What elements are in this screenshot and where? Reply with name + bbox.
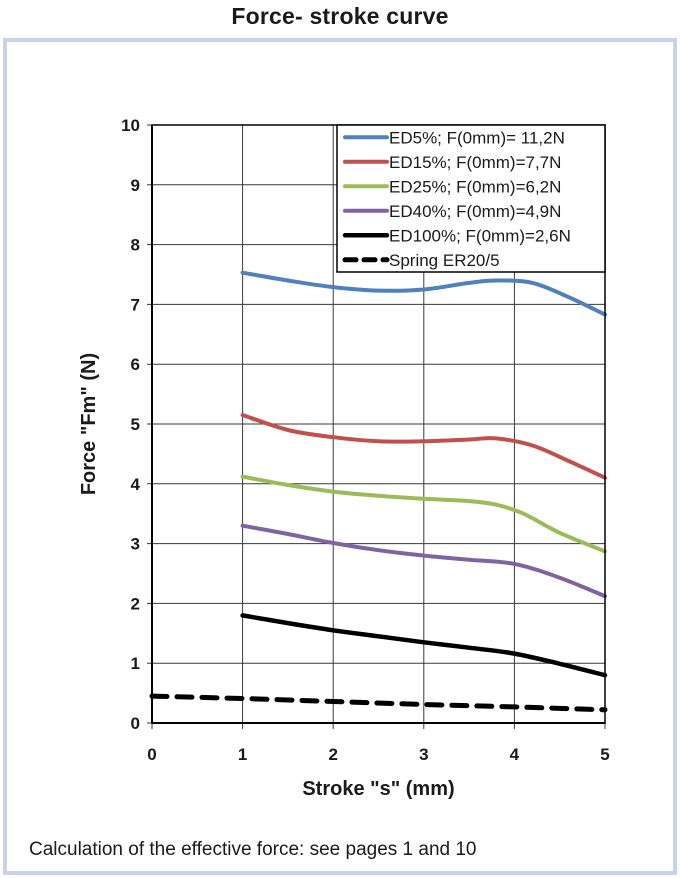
- y-axis-tick-label: 9: [131, 176, 140, 195]
- legend-entry: ED25%; F(0mm)=6,2N: [343, 177, 561, 196]
- legend-label: ED15%; F(0mm)=7,7N: [389, 153, 561, 172]
- y-axis-tick-label: 7: [131, 295, 140, 314]
- legend-entry: ED15%; F(0mm)=7,7N: [343, 153, 561, 172]
- legend-label: ED100%; F(0mm)=2,6N: [389, 226, 571, 245]
- legend-entry: Spring ER20/5: [342, 251, 500, 270]
- chart-title: Force- stroke curve: [231, 3, 449, 29]
- legend-label: ED40%; F(0mm)=4,9N: [389, 202, 561, 221]
- x-axis-tick-label: 4: [510, 745, 520, 764]
- series-line-5: [149, 693, 608, 713]
- legend-label: ED5%; F(0mm)= 11,2N: [389, 128, 565, 147]
- series-line-1: [240, 413, 607, 480]
- x-axis-tick-label: 3: [419, 745, 428, 764]
- y-axis-title: Force "Fm" (N): [78, 353, 100, 495]
- x-axis-tick-label: 0: [147, 745, 156, 764]
- x-axis-tick-label: 1: [238, 745, 247, 764]
- chart-frame: 0 1 2 3 4 5 6 7 8 9 10 0 1 2 3 4 5 Stroke "s" (mm) Force "…: [3, 38, 677, 875]
- legend-entry: ED5%; F(0mm)= 11,2N: [343, 128, 565, 147]
- legend-label: Spring ER20/5: [389, 251, 500, 270]
- legend-entry: ED40%; F(0mm)=4,9N: [343, 202, 561, 221]
- series-line-3: [240, 523, 607, 599]
- y-axis-tick-label: 0: [131, 714, 140, 733]
- series-line-0: [240, 270, 607, 317]
- y-axis-tick-label: 5: [131, 415, 140, 434]
- x-axis-tick-label: 5: [600, 745, 609, 764]
- force-stroke-chart: 0 1 2 3 4 5 6 7 8 9 10 0 1 2 3 4 5 Stroke "s" (mm) Force "…: [78, 116, 610, 800]
- y-axis-tick-label: 4: [131, 475, 141, 494]
- legend-box: [336, 124, 606, 273]
- y-axis-tick-label: 8: [131, 236, 140, 255]
- y-axis-tick-label: 6: [131, 355, 140, 374]
- legend-entry: ED100%; F(0mm)=2,6N: [342, 226, 571, 245]
- legend: ED5%; F(0mm)= 11,2N ED15%; F(0mm)=7,7N ED2…: [336, 124, 606, 273]
- x-axis-title: Stroke "s" (mm): [302, 778, 454, 800]
- series-group: [149, 270, 608, 713]
- series-line-2: [240, 474, 607, 554]
- y-axis-tick-label: 2: [131, 594, 140, 613]
- x-axis-tick-label: 2: [328, 745, 337, 764]
- y-axis-tick-label: 3: [131, 535, 140, 554]
- y-axis-tick-label: 10: [121, 116, 140, 135]
- caption: Calculation of the effective force: see …: [29, 839, 477, 860]
- series-line-4: [240, 613, 608, 678]
- y-axis-tick-label: 1: [131, 654, 140, 673]
- legend-label: ED25%; F(0mm)=6,2N: [389, 177, 561, 196]
